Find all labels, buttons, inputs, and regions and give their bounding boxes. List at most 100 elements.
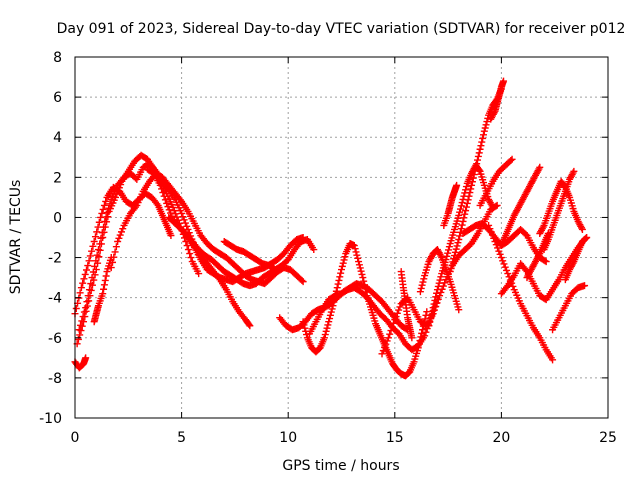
data-point [487, 228, 495, 236]
data-point [379, 347, 387, 355]
data-point [463, 199, 471, 207]
series-arc-14 [397, 268, 416, 342]
data-point [509, 282, 517, 290]
data-point [474, 156, 482, 164]
data-point [85, 286, 93, 294]
data-point [353, 251, 361, 259]
data-point [167, 231, 175, 239]
data-point [467, 185, 475, 193]
data-point [429, 304, 437, 312]
data-point [425, 322, 433, 330]
y-tick-label: -8 [48, 371, 62, 387]
data-point [89, 268, 97, 276]
series-arc-29 [561, 234, 591, 284]
y-tick-label: 0 [53, 210, 62, 226]
data-point [323, 324, 331, 332]
data-point [329, 302, 337, 310]
data-point [98, 209, 106, 217]
data-point [418, 281, 426, 289]
data-point [443, 252, 451, 260]
data-point [522, 230, 530, 238]
data-point [471, 167, 479, 175]
series-arc-17 [440, 181, 461, 229]
data-point [496, 250, 504, 258]
data-point [99, 290, 107, 298]
data-point [479, 131, 487, 139]
data-point [444, 249, 452, 257]
y-tick-label: -2 [48, 251, 62, 267]
data-point [450, 252, 458, 260]
data-point [181, 219, 189, 227]
data-point [427, 315, 435, 323]
data-point [100, 223, 108, 231]
data-point [83, 298, 91, 306]
data-point [301, 324, 309, 332]
data-point [100, 201, 108, 209]
data-point [448, 261, 456, 269]
data-point [479, 134, 487, 142]
series-arc-27 [540, 167, 578, 254]
data-point [300, 321, 308, 329]
data-point [455, 306, 463, 314]
data-point [536, 163, 544, 171]
data-point [79, 313, 87, 321]
data-point [453, 242, 461, 250]
series-arc-25 [536, 177, 586, 237]
data-point [578, 225, 586, 233]
data-point [77, 321, 85, 329]
data-point [102, 213, 110, 221]
data-point [88, 247, 96, 255]
data-point [90, 238, 98, 246]
data-point [170, 207, 178, 215]
data-point [183, 222, 191, 230]
y-tick-label: 4 [53, 130, 62, 146]
data-point [119, 225, 127, 233]
data-point [472, 163, 480, 171]
data-point [452, 245, 460, 253]
data-point [88, 274, 96, 282]
data-point [101, 217, 109, 225]
data-points [71, 77, 591, 380]
data-point [459, 217, 467, 225]
data-point [486, 225, 494, 233]
y-tick-label: 2 [53, 170, 62, 186]
data-point [78, 317, 86, 325]
x-tick-label: 20 [492, 430, 510, 446]
data-point [161, 196, 169, 204]
data-point [437, 252, 445, 260]
data-point [96, 240, 104, 248]
y-tick-label: 6 [53, 90, 62, 106]
data-point [430, 300, 438, 308]
data-point [159, 189, 167, 197]
data-point [81, 270, 89, 278]
data-point [495, 247, 503, 255]
data-point [160, 192, 168, 200]
data-point [172, 210, 180, 218]
data-point [82, 304, 90, 312]
data-point [490, 234, 498, 242]
data-point [299, 278, 307, 286]
data-point [103, 209, 111, 217]
data-point [435, 279, 443, 287]
data-point [483, 118, 491, 126]
data-point [163, 199, 171, 207]
data-point [450, 255, 458, 263]
data-point [360, 277, 368, 285]
data-point [461, 210, 469, 218]
data-point [468, 178, 476, 186]
series-arc-9 [220, 238, 279, 274]
series-arc-28 [549, 282, 589, 334]
data-point [469, 174, 477, 182]
data-point [475, 149, 483, 157]
data-point [84, 262, 92, 270]
data-point [431, 296, 439, 304]
data-point [396, 303, 404, 311]
data-point [507, 156, 515, 164]
data-point [381, 343, 389, 351]
data-point [456, 205, 464, 213]
data-point [245, 321, 253, 329]
data-point [105, 204, 113, 212]
data-point [382, 340, 390, 348]
data-point [339, 259, 347, 267]
data-point [98, 229, 106, 237]
